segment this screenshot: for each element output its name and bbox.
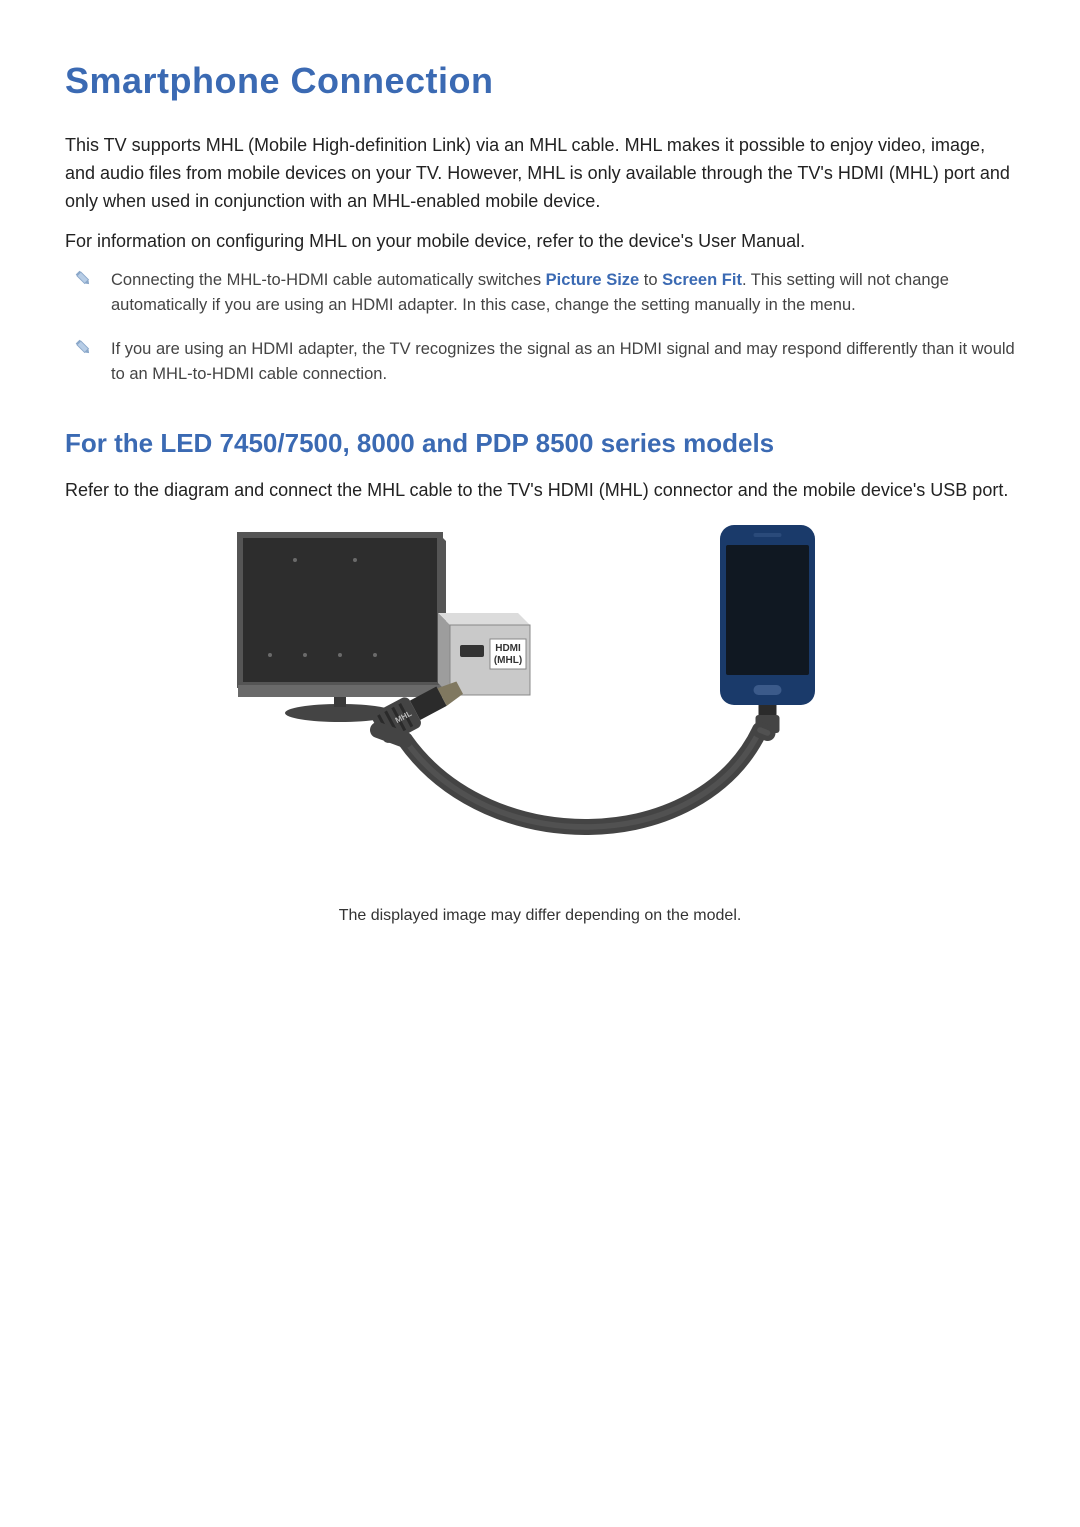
note-text: If you are using an HDMI adapter, the TV… bbox=[111, 337, 1015, 388]
note-text-part: to bbox=[639, 271, 662, 289]
note-highlight: Screen Fit bbox=[662, 271, 742, 289]
section-subtitle: For the LED 7450/7500, 8000 and PDP 8500… bbox=[65, 428, 1015, 459]
manual-page: Smartphone Connection This TV supports M… bbox=[0, 0, 1080, 1527]
pencil-icon bbox=[75, 270, 93, 288]
notes-list: Connecting the MHL-to-HDMI cable automat… bbox=[65, 268, 1015, 388]
note-text-part: Connecting the MHL-to-HDMI cable automat… bbox=[111, 271, 546, 289]
pencil-icon bbox=[75, 339, 93, 357]
intro-paragraph-1: This TV supports MHL (Mobile High-defini… bbox=[65, 132, 1015, 216]
connection-diagram: HDMI(MHL)MHL bbox=[65, 525, 1015, 885]
svg-text:(MHL): (MHL) bbox=[494, 655, 522, 666]
note-item: Connecting the MHL-to-HDMI cable automat… bbox=[65, 268, 1015, 319]
note-highlight: Picture Size bbox=[546, 271, 640, 289]
diagram-caption: The displayed image may differ depending… bbox=[65, 907, 1015, 925]
intro-paragraph-2: For information on configuring MHL on yo… bbox=[65, 228, 1015, 256]
diagram-svg: HDMI(MHL)MHL bbox=[230, 525, 850, 885]
svg-text:HDMI: HDMI bbox=[495, 643, 521, 654]
note-text: Connecting the MHL-to-HDMI cable automat… bbox=[111, 268, 1015, 319]
page-title: Smartphone Connection bbox=[65, 60, 1015, 102]
note-item: If you are using an HDMI adapter, the TV… bbox=[65, 337, 1015, 388]
sub-paragraph: Refer to the diagram and connect the MHL… bbox=[65, 477, 1015, 505]
